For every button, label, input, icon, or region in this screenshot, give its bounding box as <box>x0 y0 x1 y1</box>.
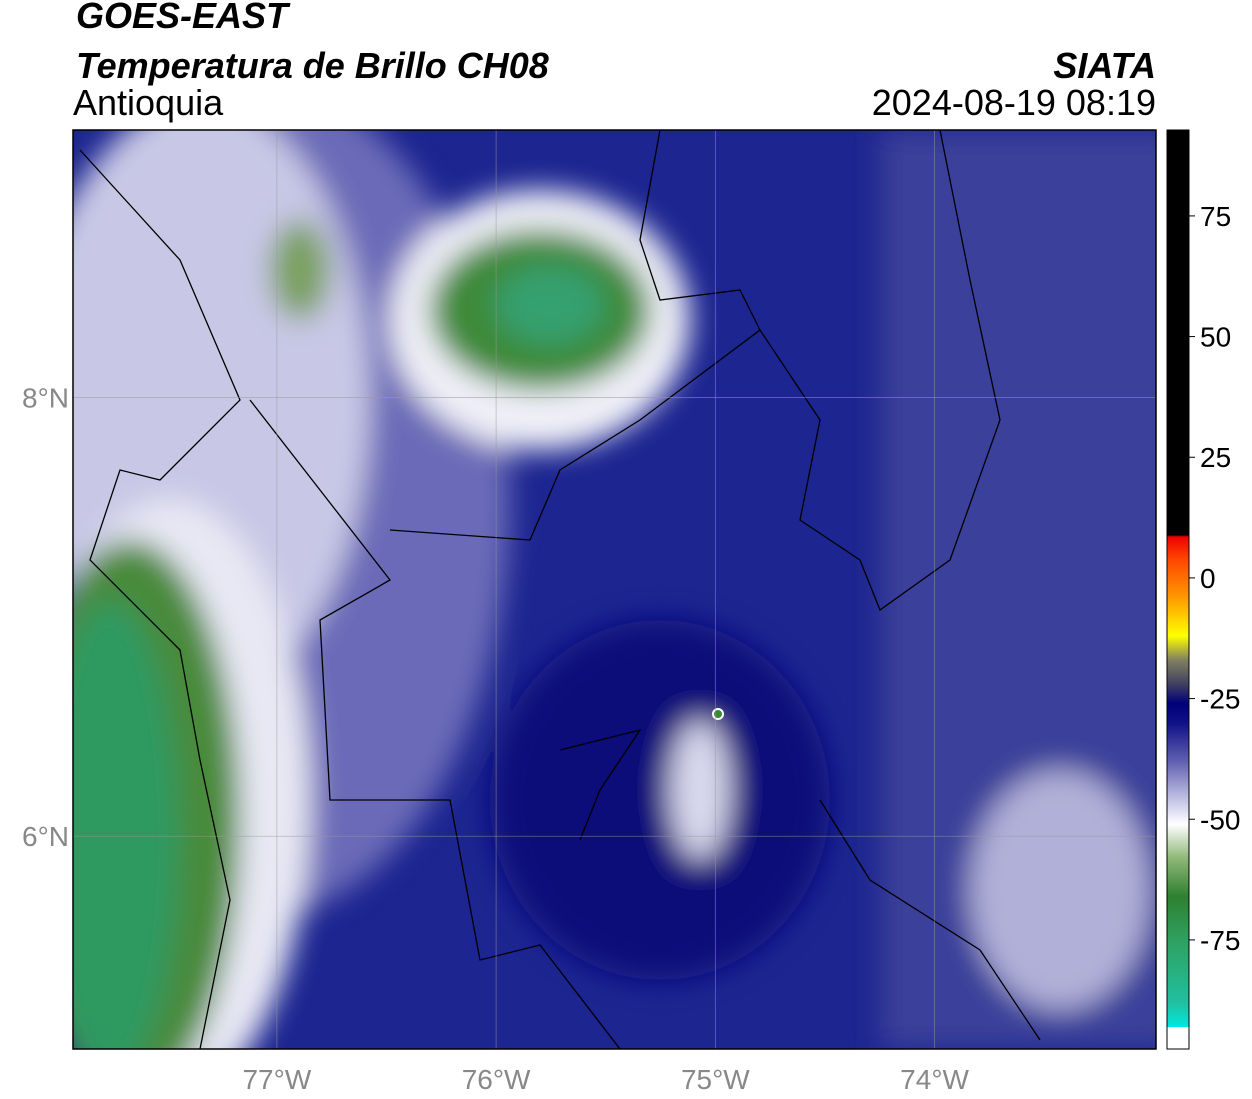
map-image <box>73 130 1156 1049</box>
colorbar-tick-label: 25 <box>1200 442 1231 473</box>
map-frame <box>72 129 1157 1050</box>
colorbar-tick-label: -75 <box>1200 925 1240 956</box>
colorbar-tick-label: 0 <box>1200 563 1216 594</box>
lon-tick-label: 74°W <box>900 1064 969 1095</box>
colorbar-tick-label: 50 <box>1200 322 1231 353</box>
lon-tick-label: 76°W <box>462 1064 531 1095</box>
lat-tick-label: 6°N <box>22 821 69 852</box>
colorbar-tick-label: 75 <box>1200 201 1231 232</box>
satellite: GOES-EAST <box>76 0 291 36</box>
colorbar-tick-label: -50 <box>1200 804 1240 835</box>
region: Antioquia <box>73 82 224 123</box>
convective-cell <box>712 708 724 720</box>
lon-tick-label: 77°W <box>242 1064 311 1095</box>
lat-tick-label: 8°N <box>22 383 69 414</box>
boundaries <box>79 130 1041 1049</box>
datetime: 2024-08-19 08:19 <box>872 82 1156 123</box>
colorbar-tick-label: -25 <box>1200 684 1240 715</box>
colorbar <box>1166 129 1190 1050</box>
source: SIATA <box>1053 45 1156 86</box>
product: Temperatura de Brillo CH08 <box>76 45 549 86</box>
lon-tick-label: 75°W <box>681 1064 750 1095</box>
